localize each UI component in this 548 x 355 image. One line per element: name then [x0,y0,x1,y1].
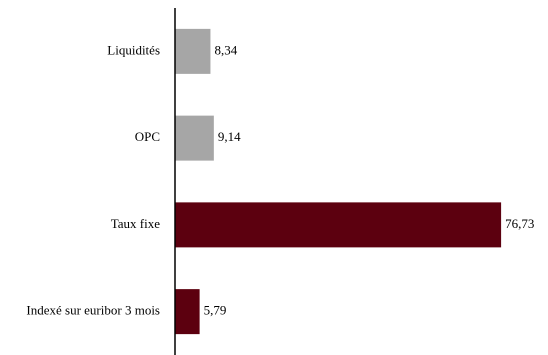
bar-0 [175,28,211,74]
category-label-3: Indexé sur euribor 3 mois [26,303,160,318]
value-labels: 8,34 9,14 76,73 5,79 [204,42,535,317]
value-label-1: 9,14 [218,129,241,144]
bars-group [175,28,502,335]
bar-1 [175,115,214,161]
value-label-2: 76,73 [505,216,534,231]
bar-3 [175,289,200,335]
category-label-0: Liquidités [107,42,160,57]
category-label-1: OPC [135,129,160,144]
category-labels: Liquidités OPC Taux fixe Indexé sur euribor… [26,42,160,317]
value-label-3: 5,79 [204,303,227,318]
value-label-0: 8,34 [214,42,237,57]
category-label-2: Taux fixe [111,216,160,231]
bar-2 [175,202,502,248]
